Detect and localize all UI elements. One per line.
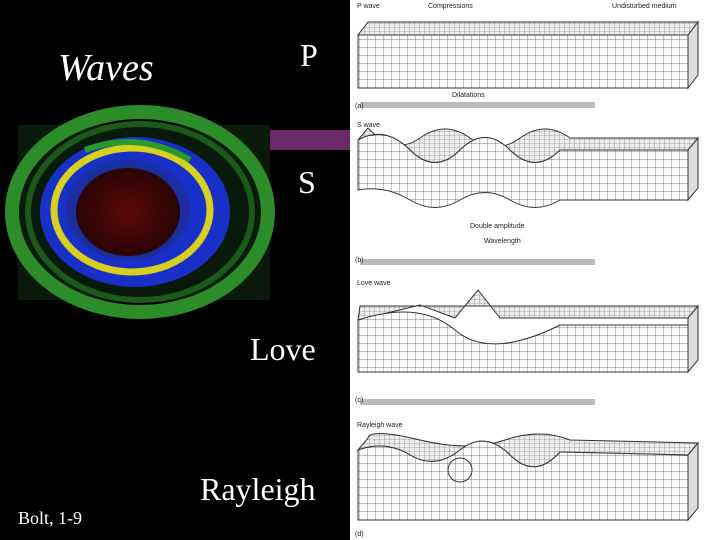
panel-label: (b) — [355, 257, 364, 264]
wave-label: Love — [250, 331, 316, 367]
figure-label: S wave — [357, 122, 380, 129]
figure-label: Rayleigh wave — [357, 422, 403, 429]
figure-label: Dilatations — [452, 92, 485, 99]
accent-bar — [270, 130, 350, 150]
wave-label: Rayleigh — [200, 471, 316, 507]
figure-label: Undisturbed medium — [612, 3, 677, 10]
credit: Bolt, 1-9 — [18, 508, 82, 528]
wave-label: S — [298, 164, 316, 200]
panel-label: (d) — [355, 531, 364, 538]
figure-label: P wave — [357, 3, 380, 10]
panel-label: (a) — [355, 103, 364, 110]
panel-label: (c) — [355, 397, 363, 404]
p-wave-block — [356, 20, 700, 108]
figure-label: Love wave — [357, 280, 391, 287]
s-wave-block — [357, 127, 700, 265]
slide-title: Waves — [58, 47, 154, 89]
wave-label: P — [300, 37, 318, 73]
rayleigh-wave-block — [356, 433, 700, 522]
figure-label: Double amplitude — [470, 223, 525, 230]
figure-label: Compressions — [428, 3, 473, 10]
love-wave-block — [357, 289, 700, 405]
figure-label: Wavelength — [484, 238, 521, 245]
ring-image — [5, 105, 275, 319]
